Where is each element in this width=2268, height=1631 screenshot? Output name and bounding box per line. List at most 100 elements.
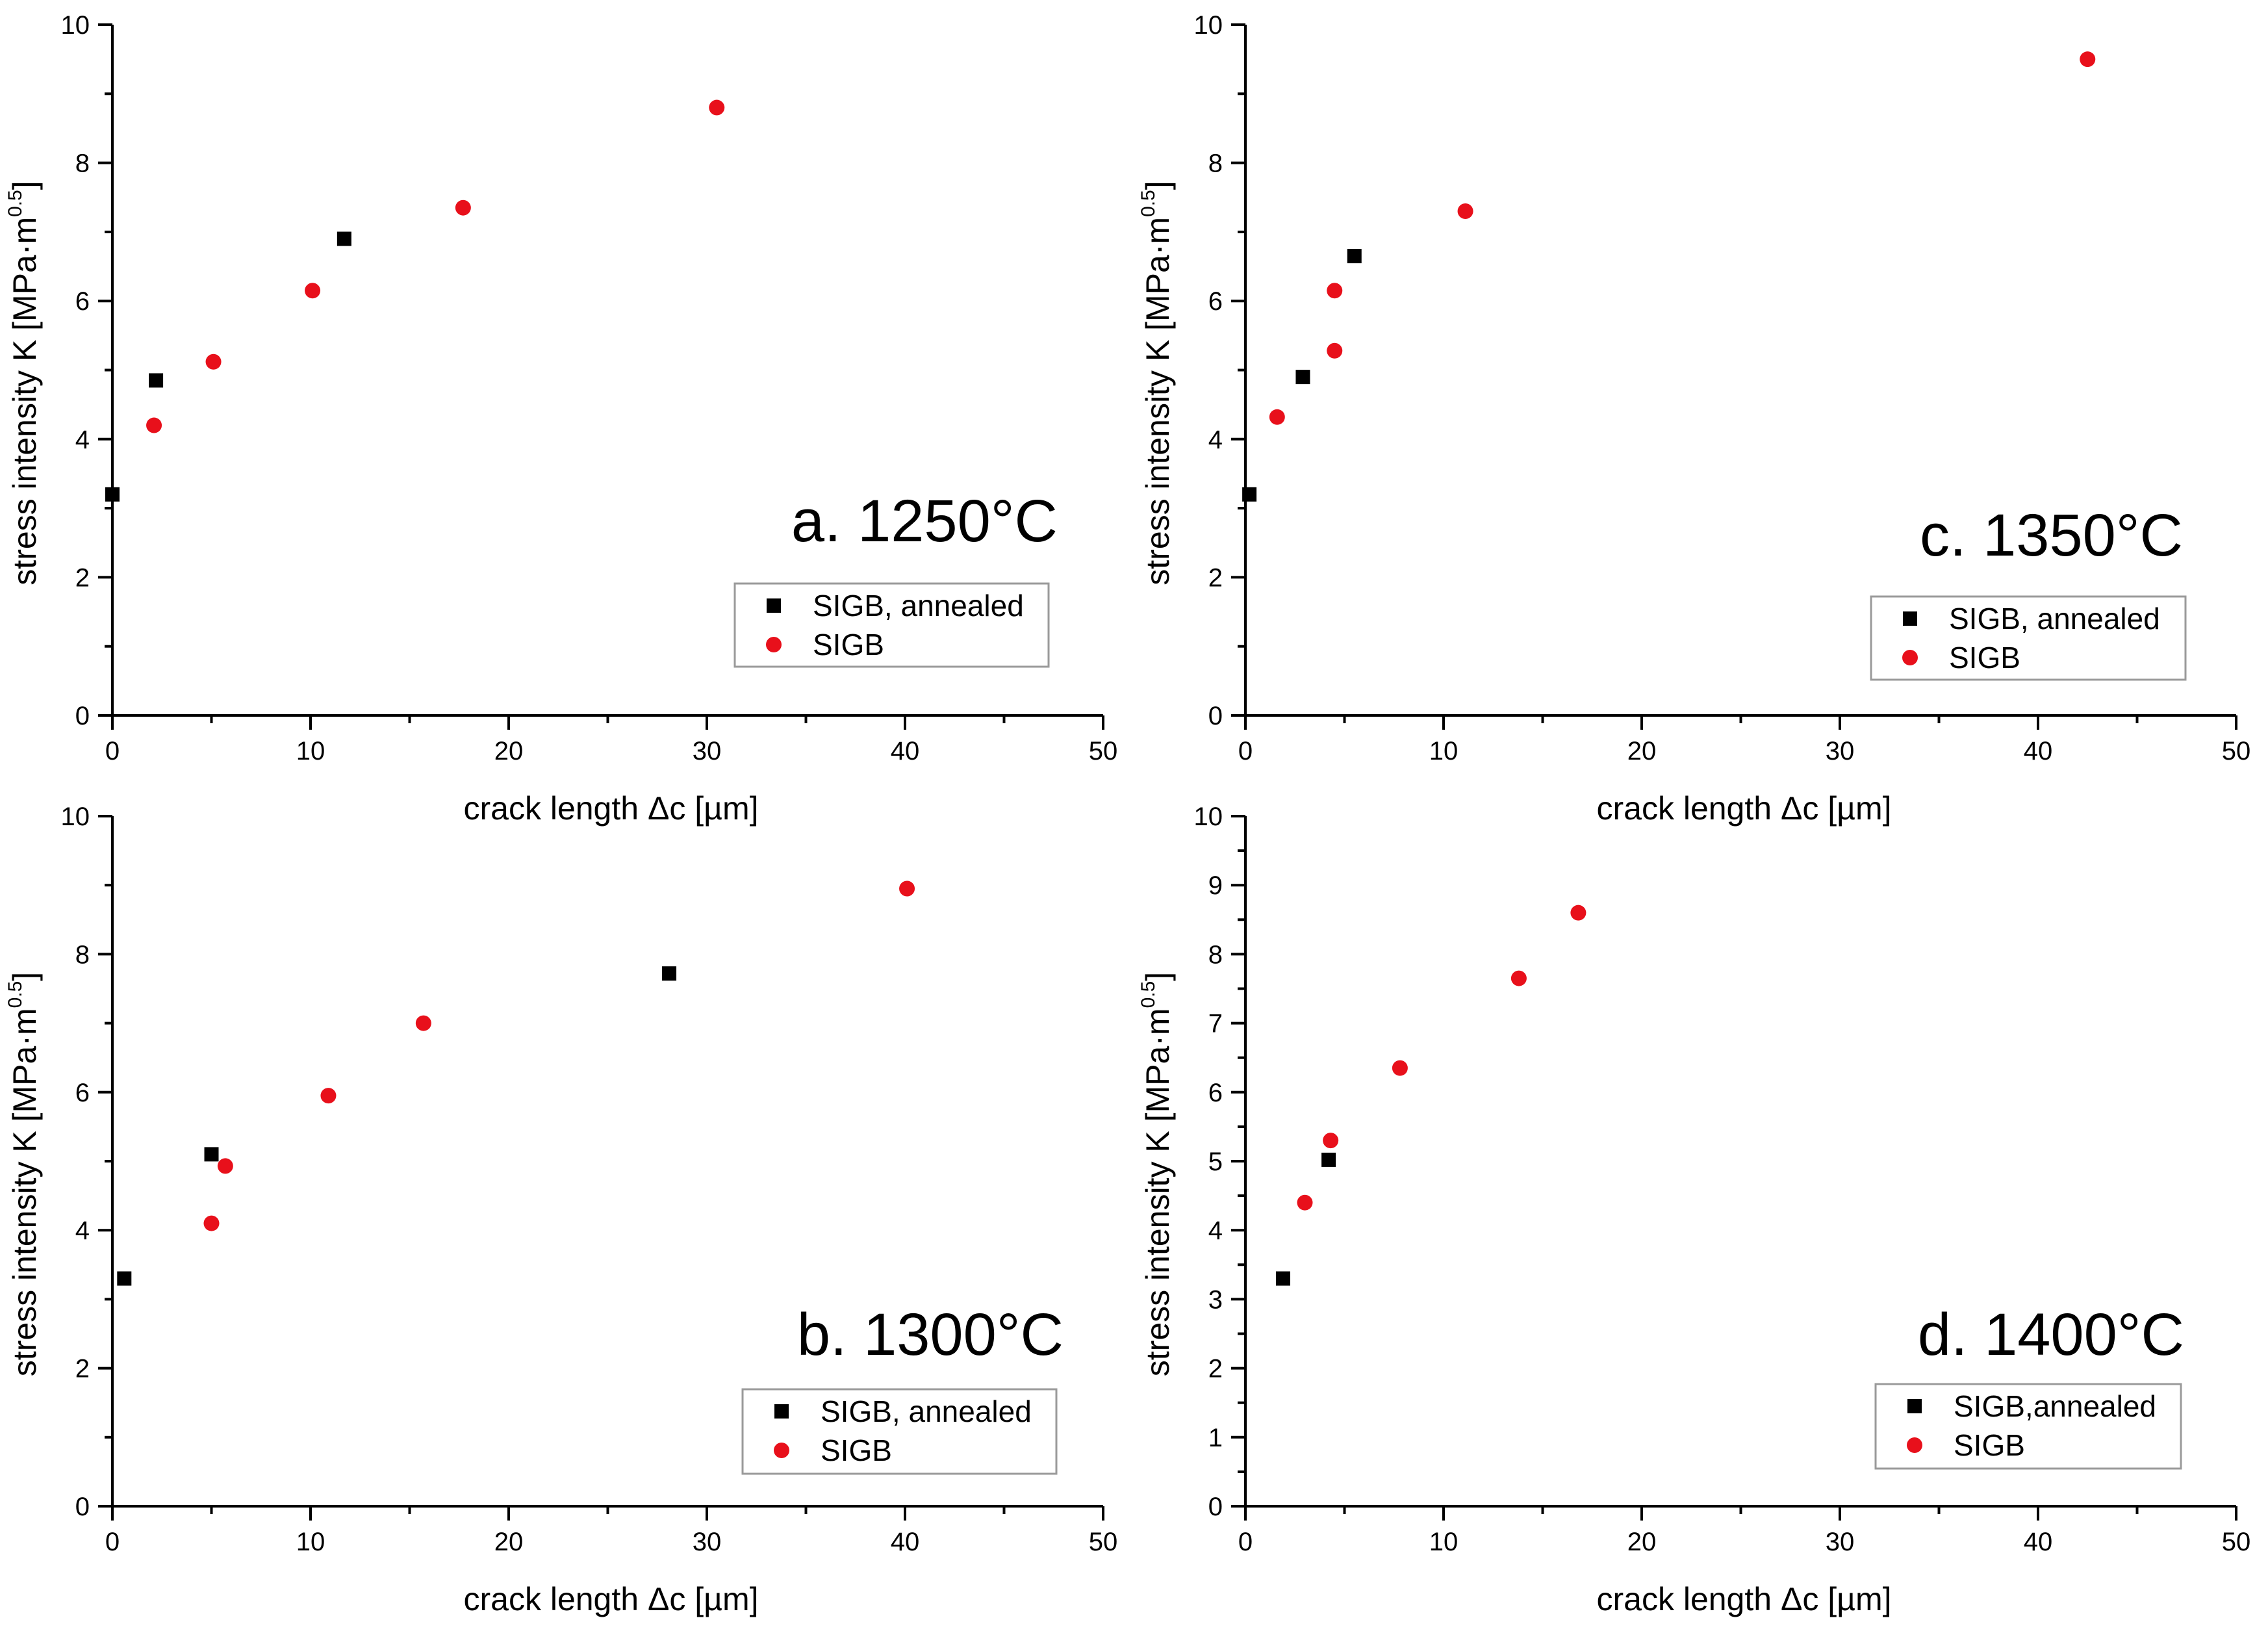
data-point-annealed <box>204 1147 219 1162</box>
y-tick-label: 2 <box>75 563 90 592</box>
data-point-sigb <box>1323 1133 1339 1149</box>
x-tick-label: 10 <box>1429 737 1459 765</box>
x-tick-label: 50 <box>1089 737 1118 765</box>
y-axis-label: stress intensity K [MPa·m0.5] <box>1138 181 1176 585</box>
x-tick-label: 50 <box>2222 737 2251 765</box>
y-axis-label: stress intensity K [MPa·m0.5] <box>1138 972 1176 1376</box>
data-point-sigb <box>305 283 321 299</box>
legend-marker-sigb <box>774 1443 789 1458</box>
y-tick-label: 6 <box>75 1079 90 1107</box>
y-tick-label: 10 <box>1194 11 1223 40</box>
legend-box <box>741 1388 1058 1475</box>
data-point-annealed <box>1295 370 1310 385</box>
y-axis-label-main: stress intensity K [MPa·m <box>6 217 43 585</box>
x-tick-label: 10 <box>1429 1528 1459 1556</box>
y-tick-label: 8 <box>75 149 90 178</box>
legend-box <box>1870 595 2187 681</box>
legend: SIGB,annealed SIGB <box>1874 1383 2182 1470</box>
data-point-annealed <box>337 231 351 246</box>
data-point-sigb <box>709 99 725 116</box>
legend-marker-annealed <box>767 598 781 613</box>
data-point-sigb <box>1327 342 1343 359</box>
y-axis-label-main: stress intensity K [MPa·m <box>1140 1008 1176 1376</box>
y-tick-label: 8 <box>1208 149 1223 178</box>
y-tick-label: 2 <box>1208 1355 1223 1383</box>
y-axis-label: stress intensity K [MPa·m0.5] <box>5 181 43 585</box>
y-tick-label: 8 <box>75 940 90 969</box>
legend-label: SIGB, annealed <box>1949 602 2160 636</box>
data-point-sigb <box>899 880 915 897</box>
x-axis-label: crack length Δc [µm] <box>463 1581 758 1617</box>
legend-marker-sigb <box>1902 650 1918 665</box>
y-tick-label: 4 <box>1208 426 1223 454</box>
y-axis-label-exponent: 0.5 <box>5 190 26 217</box>
y-tick-label: 9 <box>1208 871 1223 900</box>
y-tick-label: 3 <box>1208 1285 1223 1314</box>
x-tick-label: 20 <box>1627 737 1657 765</box>
x-tick-label: 40 <box>891 1528 920 1556</box>
legend-marker-annealed <box>1907 1399 1922 1413</box>
x-tick-label: 30 <box>693 1528 722 1556</box>
y-axis-label-exponent: 0.5 <box>1138 981 1159 1008</box>
chart-panel-1: 0 10 20 30 40 50 0 2 4 6 8 10 crack length Δc [µm] st… <box>5 11 1117 827</box>
x-tick-label: 30 <box>693 737 722 765</box>
chart-panel-2: 0 10 20 30 40 50 0 2 4 6 8 10 crack length Δc [µm] st… <box>1138 11 2250 827</box>
x-tick-label: 0 <box>1238 1528 1253 1556</box>
legend-label: SIGB,annealed <box>1954 1389 2156 1423</box>
y-tick-label: 0 <box>75 1493 90 1521</box>
panel-title: d. 1400°C <box>1918 1302 2184 1368</box>
x-tick-label: 40 <box>891 737 920 765</box>
x-tick-label: 30 <box>1826 737 1855 765</box>
legend-marker-sigb <box>1907 1437 1922 1453</box>
legend-box <box>733 582 1050 668</box>
y-tick-label: 6 <box>1208 1079 1223 1107</box>
y-tick-label: 0 <box>1208 702 1223 730</box>
y-tick-label: 4 <box>75 1216 90 1245</box>
x-tick-label: 10 <box>296 1528 325 1556</box>
y-tick-label: 6 <box>75 287 90 316</box>
chart-panel-3: 0 10 20 30 40 50 0 2 4 6 8 10 crack length Δc [µm] st… <box>5 803 1117 1617</box>
y-tick-label: 2 <box>75 1355 90 1383</box>
legend-marker-annealed <box>774 1404 789 1419</box>
y-axis-label-main: stress intensity K [MPa·m <box>6 1008 43 1376</box>
legend: SIGB, annealed SIGB <box>733 582 1050 668</box>
data-point-sigb <box>1327 283 1343 299</box>
x-tick-label: 50 <box>2222 1528 2251 1556</box>
y-tick-label: 4 <box>1208 1216 1223 1245</box>
x-axis-label: crack length Δc [µm] <box>1596 790 1891 827</box>
data-point-sigb <box>2080 51 2096 68</box>
x-tick-label: 50 <box>1089 1528 1118 1556</box>
y-tick-label: 5 <box>1208 1148 1223 1176</box>
data-point-sigb <box>1457 203 1473 220</box>
data-point-annealed <box>1242 487 1257 502</box>
data-point-sigb <box>455 199 471 216</box>
y-tick-label: 2 <box>1208 563 1223 592</box>
y-axis-label-exponent: 0.5 <box>1138 190 1159 217</box>
legend-label: SIGB, annealed <box>821 1394 1032 1428</box>
data-point-sigb <box>217 1158 233 1174</box>
y-tick-label: 10 <box>61 803 90 831</box>
x-tick-label: 10 <box>296 737 325 765</box>
x-tick-label: 30 <box>1826 1528 1855 1556</box>
y-tick-label: 6 <box>1208 287 1223 316</box>
data-point-annealed <box>1275 1271 1290 1286</box>
data-point-sigb <box>1392 1060 1408 1076</box>
x-tick-label: 0 <box>105 1528 120 1556</box>
data-point-annealed <box>662 966 677 981</box>
x-tick-label: 40 <box>2024 737 2053 765</box>
legend-label: SIGB, annealed <box>813 589 1024 623</box>
chart-panel-4: 0 10 20 30 40 50 0 1 2 3 4 5 6 7 8 9 10 crack length Δc [… <box>1138 803 2250 1617</box>
y-axis-label-end: ] <box>6 181 43 190</box>
x-axis-label: crack length Δc [µm] <box>1596 1581 1891 1617</box>
data-point-sigb <box>205 353 222 370</box>
y-tick-label: 10 <box>1194 803 1223 831</box>
legend-box <box>1874 1383 2182 1470</box>
legend: SIGB, annealed SIGB <box>1870 595 2187 681</box>
y-tick-label: 0 <box>75 702 90 730</box>
legend-label: SIGB <box>1954 1428 2025 1462</box>
data-point-sigb <box>320 1088 337 1104</box>
y-axis-label-end: ] <box>1140 181 1176 190</box>
data-point-sigb <box>146 417 162 433</box>
y-tick-label: 10 <box>61 11 90 40</box>
